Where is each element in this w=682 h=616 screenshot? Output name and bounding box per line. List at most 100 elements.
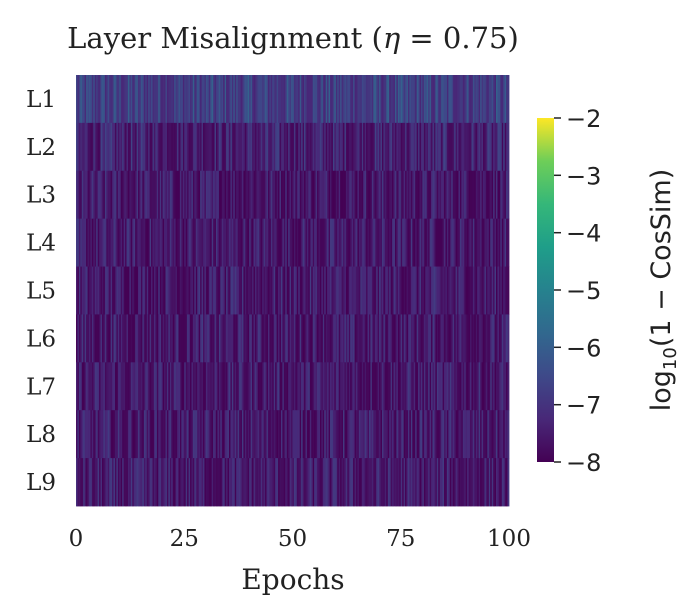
heatmap-cell	[490, 122, 493, 172]
heatmap-cell	[239, 75, 241, 124]
heatmap-cell	[227, 266, 230, 315]
heatmap-cell	[471, 314, 474, 363]
heatmap-cell	[418, 266, 420, 315]
heatmap-cell	[276, 410, 279, 459]
heatmap-cell	[416, 218, 419, 267]
heatmap-cell	[481, 314, 484, 363]
heatmap-cell	[397, 122, 400, 172]
heatmap-cell	[432, 122, 435, 172]
heatmap-cell	[488, 410, 491, 459]
heatmap-cell	[205, 75, 208, 124]
heatmap-cell	[422, 122, 425, 172]
heatmap-cell	[448, 75, 451, 124]
heatmap-cell	[136, 218, 139, 267]
heatmap-cell	[459, 458, 462, 507]
heatmap-cell	[90, 410, 93, 459]
heatmap-cell	[312, 170, 315, 220]
heatmap-cell	[304, 122, 306, 172]
heatmap-cell	[376, 314, 379, 363]
heatmap-cell	[422, 75, 425, 124]
heatmap-cell	[481, 218, 484, 267]
heatmap-cell	[276, 458, 279, 507]
heatmap-cell	[161, 170, 163, 220]
heatmap-cell	[374, 458, 377, 507]
heatmap-cell	[100, 314, 103, 363]
heatmap-cell	[426, 410, 429, 459]
heatmap-cell	[356, 410, 358, 459]
heatmap-cell	[220, 458, 223, 507]
heatmap-cell	[475, 410, 478, 459]
heatmap-cell	[507, 266, 510, 315]
heatmap-cell	[337, 218, 340, 267]
heatmap-cell	[129, 410, 132, 459]
heatmap-cell	[228, 75, 231, 124]
heatmap-cell	[159, 458, 162, 507]
heatmap-cell	[177, 410, 179, 459]
heatmap-cell	[341, 218, 344, 267]
heatmap-cell	[78, 122, 81, 172]
heatmap-cell	[301, 266, 303, 315]
heatmap-cell	[396, 218, 399, 267]
heatmap-cell	[308, 218, 311, 267]
heatmap-cell	[228, 458, 231, 507]
heatmap-cell	[140, 266, 143, 315]
heatmap-cell	[230, 410, 233, 459]
heatmap-cell	[345, 362, 348, 411]
heatmap-cell	[151, 75, 153, 124]
heatmap-cell	[471, 218, 474, 267]
heatmap-cell	[139, 458, 142, 507]
heatmap-cell	[269, 170, 272, 220]
heatmap-cell	[233, 362, 236, 411]
heatmap-cell	[497, 75, 500, 124]
heatmap-cell	[328, 266, 331, 315]
heatmap-cell	[213, 170, 215, 220]
heatmap-cell	[99, 170, 101, 220]
heatmap-cell	[472, 314, 475, 363]
heatmap-cell	[256, 410, 259, 459]
heatmap-cell	[472, 75, 475, 124]
heatmap-cell	[416, 75, 419, 124]
heatmap-cell	[500, 362, 503, 411]
heatmap-cell	[299, 170, 302, 220]
heatmap-cell	[93, 75, 96, 124]
heatmap-cell	[455, 122, 458, 172]
heatmap-cell	[327, 410, 329, 459]
heatmap-cell	[407, 362, 410, 411]
heatmap-cell	[301, 170, 303, 220]
heatmap-cell	[299, 75, 302, 124]
heatmap-cell	[428, 314, 431, 363]
heatmap-cell	[236, 170, 239, 220]
heatmap-cell	[340, 218, 342, 267]
heatmap-cell	[208, 218, 211, 267]
heatmap-cell	[334, 170, 337, 220]
heatmap-cell	[217, 75, 220, 124]
heatmap-cell	[397, 170, 400, 220]
heatmap-cell	[468, 266, 471, 315]
heatmap-cell	[197, 170, 200, 220]
heatmap-cell	[392, 75, 394, 124]
heatmap-cell	[256, 75, 259, 124]
heatmap-cell	[228, 170, 231, 220]
heatmap-cell	[340, 458, 342, 507]
heatmap-cell	[280, 410, 283, 459]
heatmap-cell	[353, 266, 355, 315]
heatmap-cell	[96, 314, 99, 363]
heatmap-cell	[109, 218, 112, 267]
heatmap-cell	[337, 314, 340, 363]
heatmap-cell	[293, 314, 296, 363]
heatmap-cell	[403, 362, 406, 411]
heatmap-cell	[289, 266, 292, 315]
heatmap-cell	[247, 122, 250, 172]
heatmap-cell	[165, 314, 168, 363]
heatmap-cell	[197, 314, 200, 363]
heatmap-cell	[243, 75, 246, 124]
heatmap-cell	[93, 458, 96, 507]
heatmap-cell	[133, 362, 136, 411]
heatmap-cell	[415, 410, 418, 459]
heatmap-cell	[387, 266, 390, 315]
heatmap-cell	[387, 170, 390, 220]
heatmap-cell	[350, 266, 353, 315]
heatmap-cell	[354, 458, 357, 507]
heatmap-cell	[275, 122, 278, 172]
heatmap-cell	[497, 170, 500, 220]
